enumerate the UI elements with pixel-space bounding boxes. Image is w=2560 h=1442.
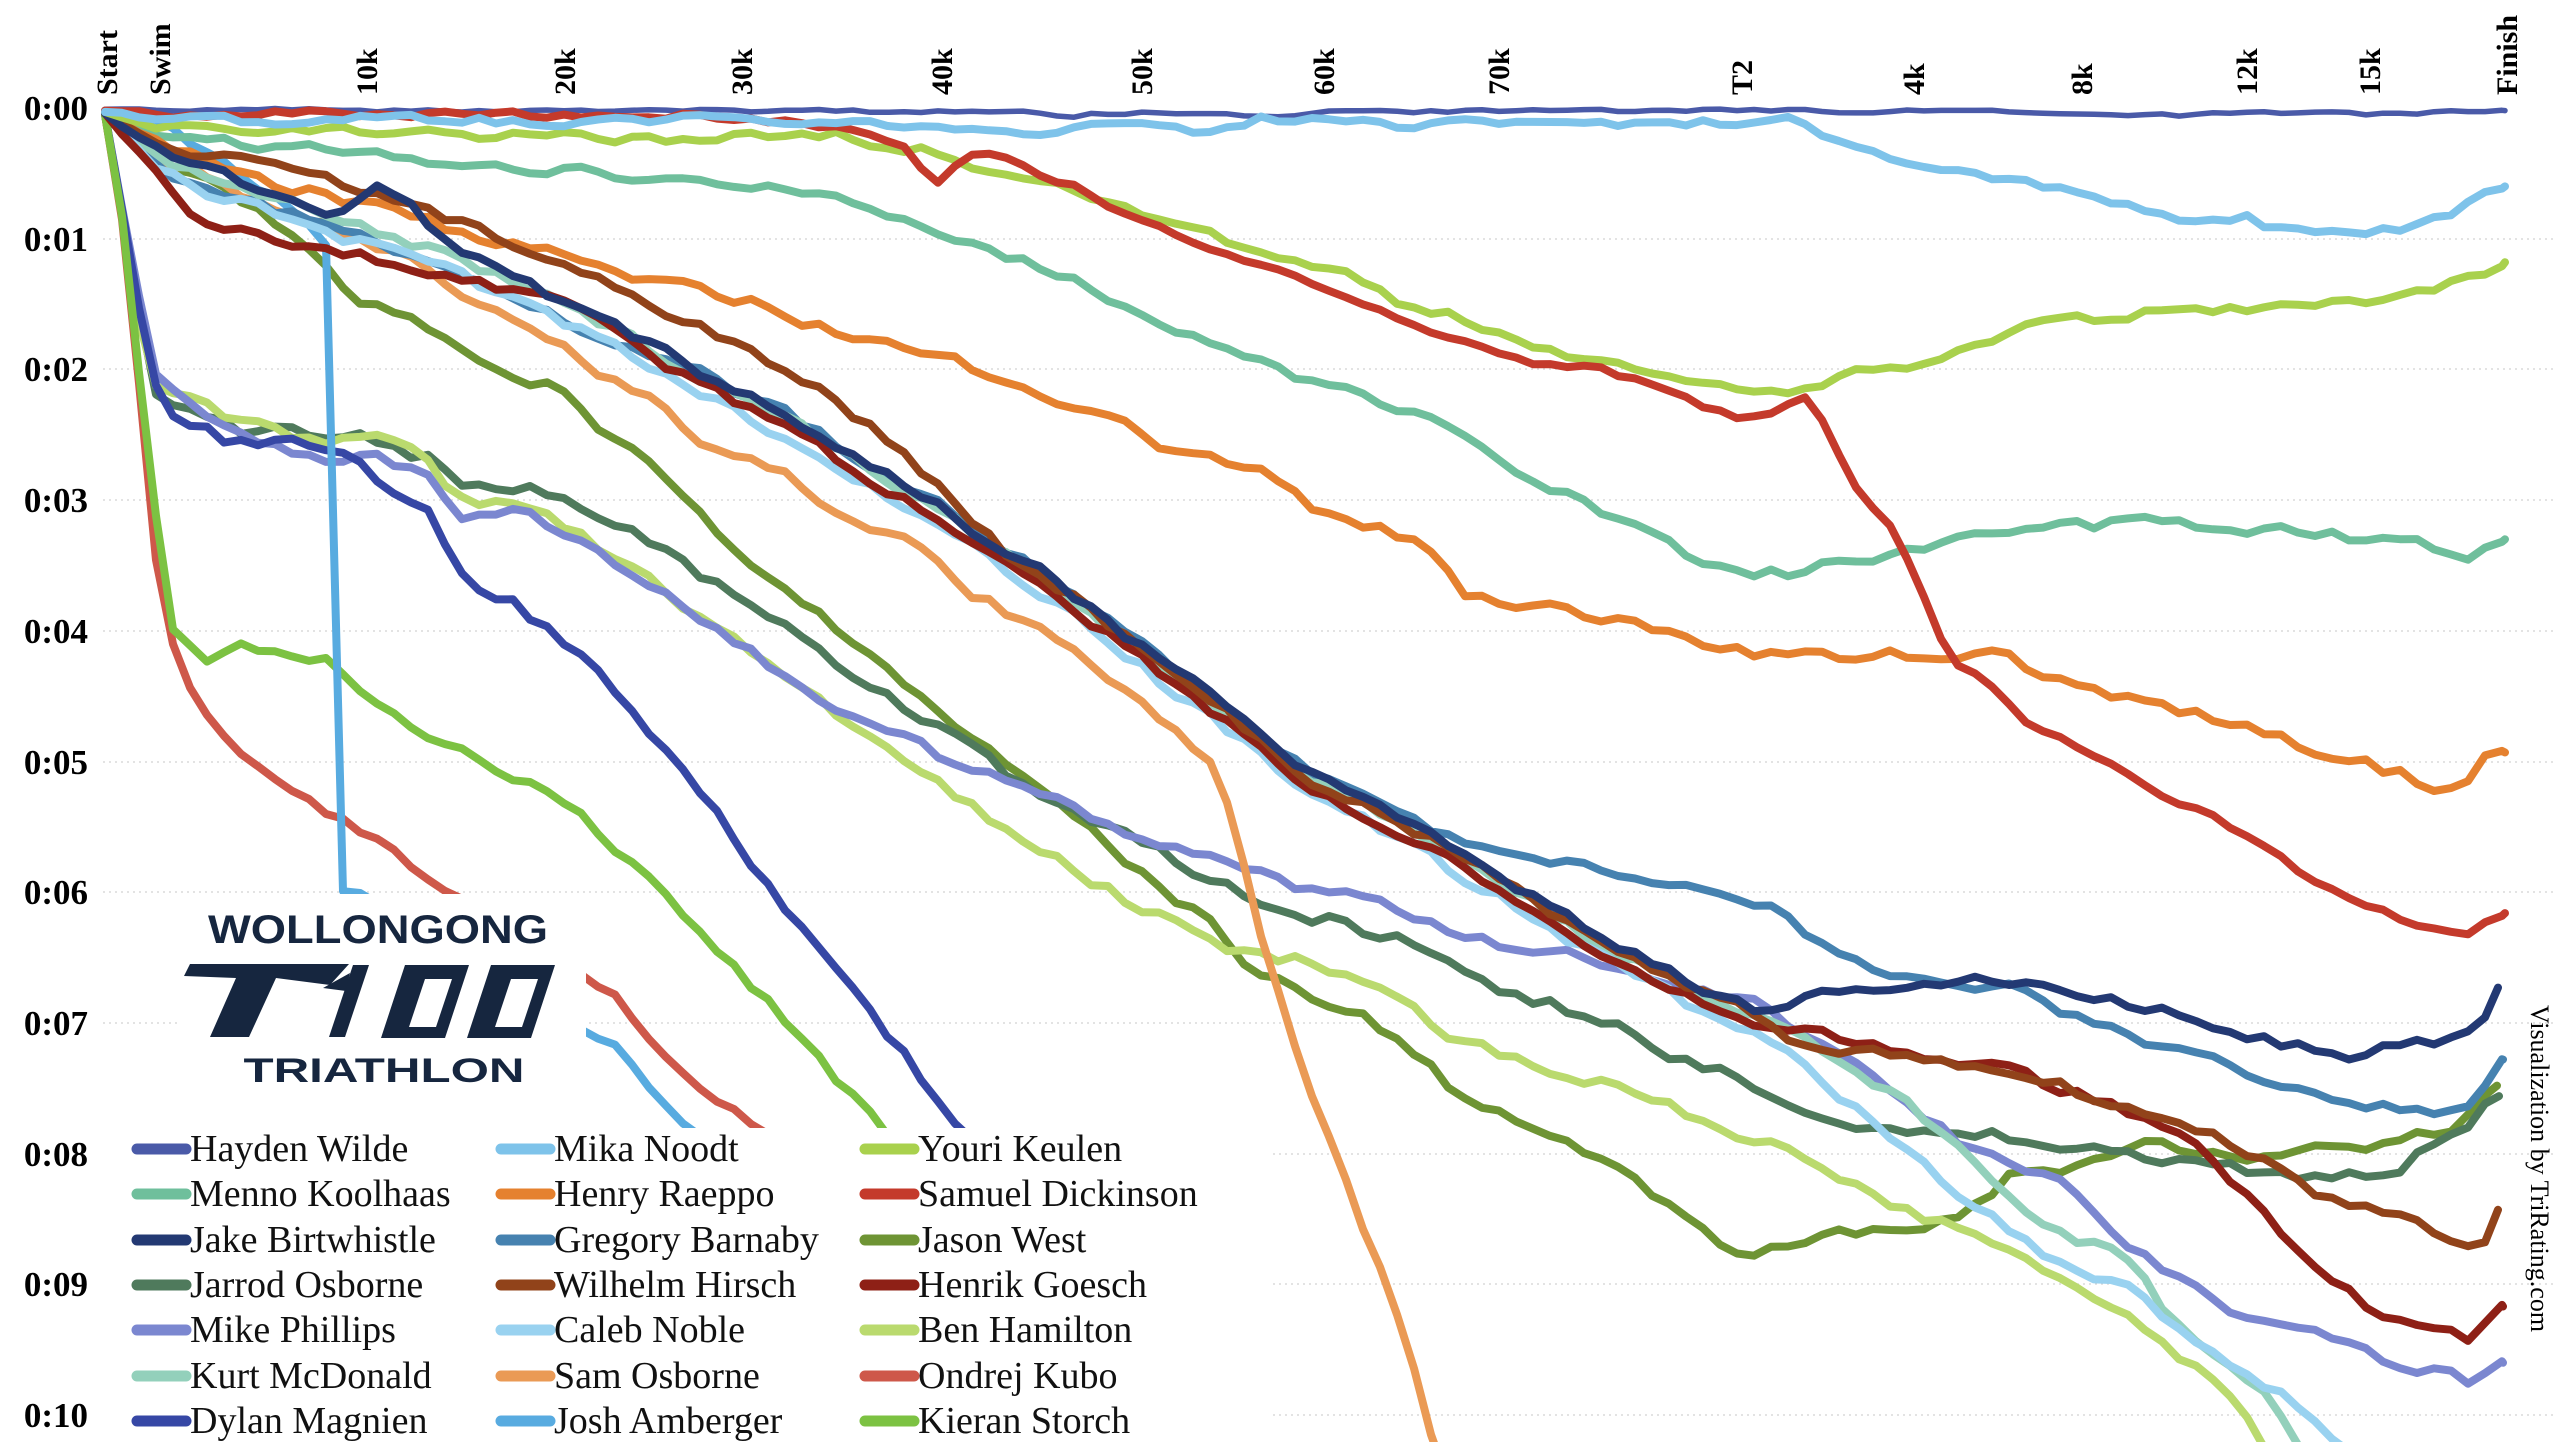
svg-text:0:02: 0:02 xyxy=(24,350,88,389)
svg-text:Finish: Finish xyxy=(2491,15,2524,95)
svg-text:30k: 30k xyxy=(726,48,759,95)
svg-text:Swim: Swim xyxy=(144,23,177,95)
svg-text:Sam Osborne: Sam Osborne xyxy=(554,1355,760,1397)
svg-text:Kurt McDonald: Kurt McDonald xyxy=(190,1355,432,1397)
svg-text:0:09: 0:09 xyxy=(24,1265,88,1304)
svg-text:12k: 12k xyxy=(2231,48,2264,95)
svg-text:Jake Birtwhistle: Jake Birtwhistle xyxy=(190,1219,436,1261)
svg-text:0:04: 0:04 xyxy=(24,612,88,651)
svg-text:Mika Noodt: Mika Noodt xyxy=(554,1128,739,1170)
svg-text:Ondrej Kubo: Ondrej Kubo xyxy=(918,1355,1117,1397)
svg-text:0:07: 0:07 xyxy=(24,1004,88,1043)
svg-text:0:00: 0:00 xyxy=(24,89,88,128)
svg-text:0:01: 0:01 xyxy=(24,220,88,259)
svg-text:0:06: 0:06 xyxy=(24,873,88,912)
svg-text:Start: Start xyxy=(91,30,124,95)
svg-text:0:03: 0:03 xyxy=(24,481,88,520)
svg-text:TRIATHLON: TRIATHLON xyxy=(244,1052,525,1090)
svg-text:Josh Amberger: Josh Amberger xyxy=(554,1400,783,1442)
svg-text:20k: 20k xyxy=(549,48,582,95)
svg-text:Jarrod Osborne: Jarrod Osborne xyxy=(190,1264,423,1306)
svg-text:Kieran Storch: Kieran Storch xyxy=(918,1400,1130,1442)
svg-text:WOLLONGONG: WOLLONGONG xyxy=(208,908,548,952)
svg-text:Samuel Dickinson: Samuel Dickinson xyxy=(918,1173,1198,1215)
svg-text:10k: 10k xyxy=(351,48,384,95)
svg-text:Ben Hamilton: Ben Hamilton xyxy=(918,1309,1132,1351)
svg-text:Menno Koolhaas: Menno Koolhaas xyxy=(190,1173,451,1215)
svg-text:T2: T2 xyxy=(1726,60,1759,95)
svg-text:4k: 4k xyxy=(1898,63,1931,95)
svg-text:40k: 40k xyxy=(926,48,959,95)
svg-text:Dylan Magnien: Dylan Magnien xyxy=(190,1400,427,1442)
svg-text:Mike Phillips: Mike Phillips xyxy=(190,1309,396,1351)
svg-text:8k: 8k xyxy=(2066,63,2099,95)
svg-text:Gregory Barnaby: Gregory Barnaby xyxy=(554,1219,819,1261)
svg-text:50k: 50k xyxy=(1126,48,1159,95)
svg-text:0:05: 0:05 xyxy=(24,743,88,782)
svg-text:Henrik Goesch: Henrik Goesch xyxy=(918,1264,1147,1306)
svg-text:Caleb Noble: Caleb Noble xyxy=(554,1309,745,1351)
svg-text:0:08: 0:08 xyxy=(24,1135,88,1174)
svg-text:Hayden Wilde: Hayden Wilde xyxy=(190,1128,408,1170)
svg-text:15k: 15k xyxy=(2354,48,2387,95)
svg-text:Henry Raeppo: Henry Raeppo xyxy=(554,1173,775,1215)
svg-text:Youri Keulen: Youri Keulen xyxy=(918,1128,1122,1170)
svg-text:0:10: 0:10 xyxy=(24,1396,88,1435)
svg-text:Wilhelm Hirsch: Wilhelm Hirsch xyxy=(554,1264,796,1306)
svg-text:70k: 70k xyxy=(1483,48,1516,95)
svg-text:Visualization by TriRating.com: Visualization by TriRating.com xyxy=(2525,1005,2554,1332)
svg-text:60k: 60k xyxy=(1308,48,1341,95)
svg-text:Jason West: Jason West xyxy=(918,1219,1087,1261)
